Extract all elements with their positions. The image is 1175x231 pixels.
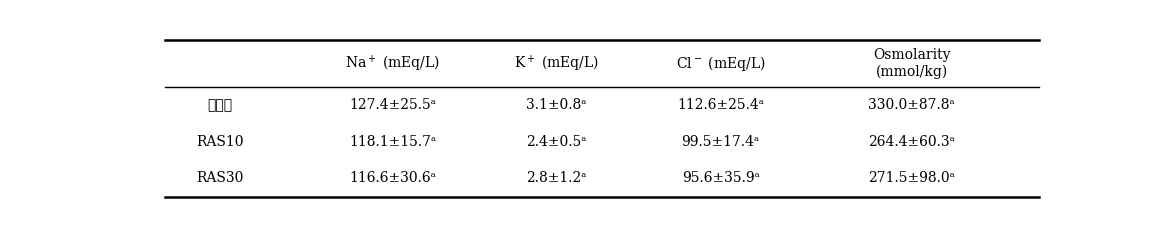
Text: 99.5±17.4ᵃ: 99.5±17.4ᵃ — [682, 135, 760, 149]
Text: 3.1±0.8ᵃ: 3.1±0.8ᵃ — [526, 98, 586, 112]
Text: 95.6±35.9ᵃ: 95.6±35.9ᵃ — [682, 171, 759, 185]
Text: RAS10: RAS10 — [196, 135, 243, 149]
Text: RAS30: RAS30 — [196, 171, 243, 185]
Text: 2.4±0.5ᵃ: 2.4±0.5ᵃ — [526, 135, 586, 149]
Text: K$^+$ (mEq/L): K$^+$ (mEq/L) — [515, 54, 599, 74]
Text: 330.0±87.8ᵃ: 330.0±87.8ᵃ — [868, 98, 955, 112]
Text: Cl$^-$ (mEq/L): Cl$^-$ (mEq/L) — [676, 54, 765, 73]
Text: Osmolarity
(mmol/kg): Osmolarity (mmol/kg) — [873, 48, 951, 79]
Text: 264.4±60.3ᵃ: 264.4±60.3ᵃ — [868, 135, 955, 149]
Text: Na$^+$ (mEq/L): Na$^+$ (mEq/L) — [345, 54, 441, 74]
Text: 271.5±98.0ᵃ: 271.5±98.0ᵃ — [868, 171, 955, 185]
Text: 2.8±1.2ᵃ: 2.8±1.2ᵃ — [526, 171, 586, 185]
Text: 118.1±15.7ᵃ: 118.1±15.7ᵃ — [349, 135, 436, 149]
Text: 112.6±25.4ᵃ: 112.6±25.4ᵃ — [677, 98, 764, 112]
Text: 127.4±25.5ᵃ: 127.4±25.5ᵃ — [349, 98, 436, 112]
Text: 116.6±30.6ᵃ: 116.6±30.6ᵃ — [349, 171, 436, 185]
Text: 유수식: 유수식 — [207, 98, 233, 112]
